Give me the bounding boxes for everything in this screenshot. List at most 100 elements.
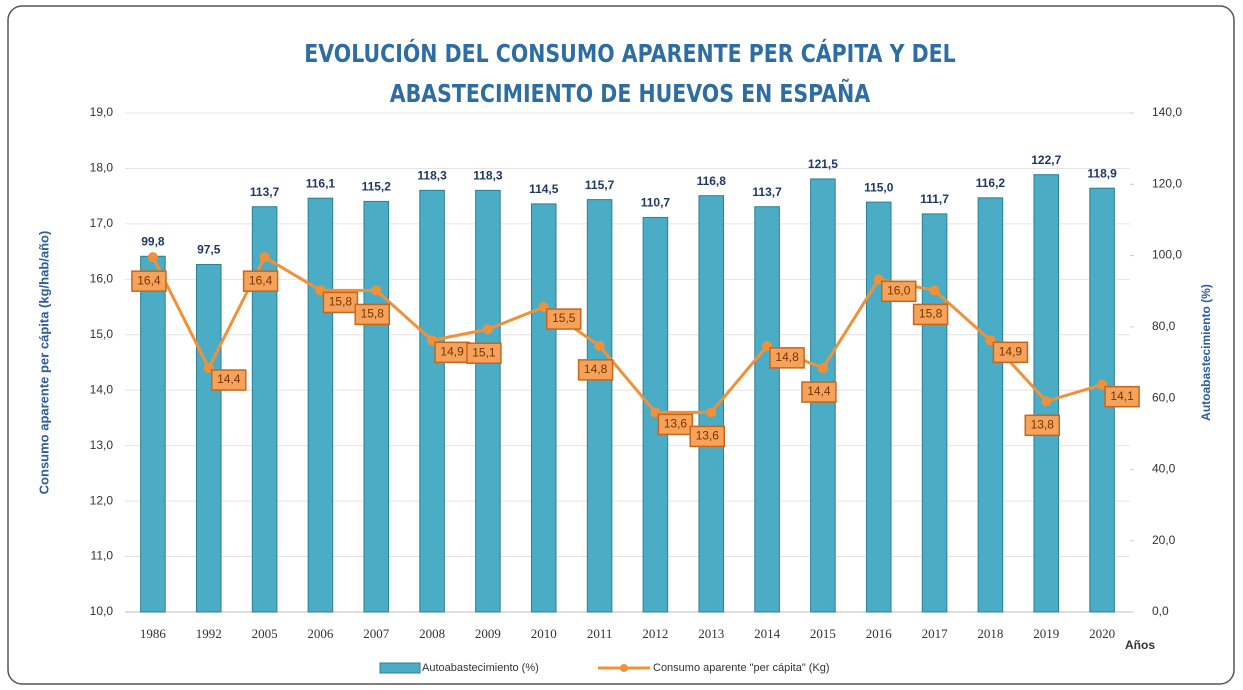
line-point xyxy=(929,285,940,296)
y-tick-label: 14,0 xyxy=(90,382,114,396)
line-value-label: 16,4 xyxy=(137,273,161,287)
y-tick-label: 11,0 xyxy=(91,549,114,563)
bar xyxy=(754,206,780,613)
y2-axis-label: Autoabastecimiento (%) xyxy=(1199,284,1213,421)
y-tick-label: 15,0 xyxy=(90,327,114,341)
line-label-box xyxy=(912,303,949,326)
x-tick-label: 2015 xyxy=(810,626,836,641)
line-label-box xyxy=(322,291,359,314)
chart-title: EVOLUCIÓN DEL CONSUMO APARENTE PER CÁPIT… xyxy=(304,39,956,108)
line-label-box xyxy=(769,347,805,369)
line-value-label: 13,8 xyxy=(1031,417,1055,431)
bar-value-label: 118,3 xyxy=(417,169,447,183)
bar-value-label: 118,3 xyxy=(473,169,503,183)
y2-tick-label: 100,0 xyxy=(1152,248,1182,262)
x-tick-label: 2010 xyxy=(531,626,557,641)
x-tick-label: 2018 xyxy=(977,626,1003,641)
line-point xyxy=(817,363,828,374)
line-value-label: 15,5 xyxy=(552,311,576,325)
line-value-label: 15,8 xyxy=(361,307,385,321)
y-tick-label: 18,0 xyxy=(90,161,114,175)
x-tick-label: 2005 xyxy=(252,626,278,641)
x-tick-label: 2019 xyxy=(1033,626,1059,641)
line-value-label: 14,9 xyxy=(999,344,1023,358)
x-tick-label: 2017 xyxy=(922,626,949,641)
line-label-box xyxy=(354,303,390,326)
bar-value-label: 116,1 xyxy=(306,176,336,190)
x-tick-label: 2020 xyxy=(1089,626,1115,641)
x-tick-label: 2016 xyxy=(866,626,893,641)
line-label-box xyxy=(1104,385,1140,408)
bar xyxy=(475,189,501,613)
line-value-label: 16,4 xyxy=(249,273,273,287)
bar xyxy=(586,199,613,613)
bar xyxy=(195,263,222,613)
bar-value-label: 111,7 xyxy=(920,192,949,206)
line-point xyxy=(259,252,270,263)
y-tick-label: 17,0 xyxy=(90,216,114,230)
line-value-label: 16,0 xyxy=(887,284,911,298)
bar xyxy=(251,206,278,613)
legend-swatch xyxy=(620,664,628,672)
line-value-label: 14,4 xyxy=(217,372,241,386)
bar-value-label: 118,9 xyxy=(1087,166,1117,180)
bar xyxy=(140,255,166,613)
y2-tick-label: 0,0 xyxy=(1152,604,1169,618)
bar-value-label: 116,2 xyxy=(976,176,1006,190)
x-tick-label: 2013 xyxy=(698,626,724,641)
y2-tick-label: 20,0 xyxy=(1152,533,1176,547)
line-label-box xyxy=(466,342,502,364)
bar-value-label: 110,7 xyxy=(641,196,671,210)
x-tick-label: 2014 xyxy=(754,626,781,641)
bar-value-label: 122,7 xyxy=(1031,153,1061,167)
line-value-label: 15,8 xyxy=(919,307,943,321)
line-label-box xyxy=(131,270,167,292)
line-label-box xyxy=(577,359,614,381)
bar-value-label: 115,2 xyxy=(362,180,392,194)
x-axis-label: Años xyxy=(1125,638,1155,652)
line xyxy=(151,255,1103,414)
bar xyxy=(865,201,892,613)
bar-value-label: 115,7 xyxy=(585,178,615,192)
y-tick-label: 16,0 xyxy=(90,272,114,286)
x-tick-label: 2006 xyxy=(307,626,334,641)
y2-tick-label: 120,0 xyxy=(1152,176,1182,190)
line-label-box xyxy=(992,341,1029,364)
x-tick-label: 2011 xyxy=(587,626,613,641)
bar-value-label: 113,7 xyxy=(752,185,782,199)
line-value-label: 14,4 xyxy=(807,384,831,398)
x-tick-label: 1992 xyxy=(196,626,222,641)
y-tick-label: 12,0 xyxy=(90,493,114,507)
bar-value-label: 113,7 xyxy=(250,185,280,199)
line-label-box xyxy=(689,425,725,448)
bar xyxy=(921,213,948,613)
y-tick-label: 10,0 xyxy=(90,604,114,618)
line-label-box xyxy=(657,413,694,436)
line-point xyxy=(147,252,158,263)
x-tick-label: 2008 xyxy=(419,626,445,641)
line-value-label: 13,6 xyxy=(664,417,688,431)
x-tick-label: 1986 xyxy=(140,626,167,641)
line-point xyxy=(482,324,493,335)
x-tick-label: 2007 xyxy=(363,626,390,641)
bar-value-label: 114,5 xyxy=(529,182,559,196)
legend-swatch xyxy=(379,662,421,674)
y-axis-label: Consumo aparente per cápita (kg/hab/año) xyxy=(36,231,51,495)
bar-value-label: 115,0 xyxy=(864,180,894,194)
line-value-label: 15,1 xyxy=(472,345,496,359)
legend-label: Autoabastecimiento (%) xyxy=(422,662,539,674)
bar-value-label: 99,8 xyxy=(141,234,165,248)
y-tick-label: 13,0 xyxy=(90,438,114,452)
bar-value-label: 97,5 xyxy=(197,243,221,257)
line-value-label: 13,6 xyxy=(696,429,720,443)
bar xyxy=(307,197,334,613)
line-value-label: 14,1 xyxy=(1110,389,1134,403)
line-label-box xyxy=(801,381,837,403)
y2-tick-label: 40,0 xyxy=(1152,462,1176,476)
x-tick-label: 2009 xyxy=(475,626,501,641)
line-point xyxy=(371,285,382,296)
line-value-label: 14,8 xyxy=(584,362,608,376)
line-label-box xyxy=(242,270,279,292)
